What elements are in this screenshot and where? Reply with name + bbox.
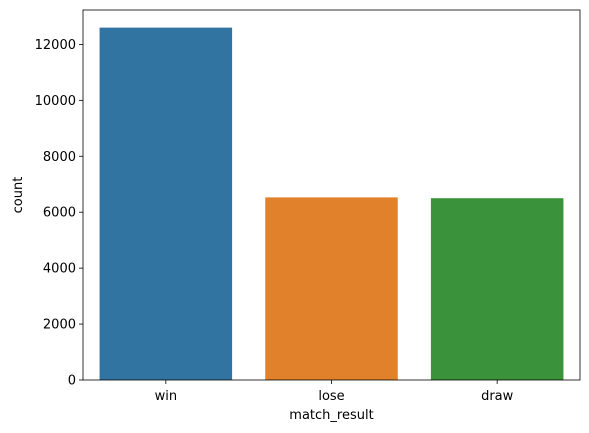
bar-lose	[265, 197, 398, 380]
x-tick-label: lose	[318, 389, 344, 404]
bar-win	[99, 27, 233, 380]
y-tick-label: 12000	[35, 38, 76, 53]
x-tick-label: draw	[481, 389, 514, 404]
x-axis-ticks: win lose draw	[155, 380, 514, 404]
x-tick-label: win	[155, 389, 177, 404]
y-tick-label: 10000	[35, 94, 76, 109]
bars-group	[99, 27, 564, 380]
y-tick-label: 2000	[43, 318, 76, 333]
bar-draw	[430, 198, 564, 380]
y-axis-label: count	[11, 177, 26, 214]
y-tick-label: 0	[68, 374, 76, 389]
plot-frame	[82, 9, 581, 381]
y-tick-label: 8000	[43, 150, 76, 165]
x-axis-label: match_result	[289, 408, 373, 423]
y-tick-label: 6000	[43, 206, 76, 221]
y-axis-ticks: 0 2000 4000 6000 8000 10000 12000	[35, 38, 83, 389]
y-tick-label: 4000	[43, 262, 76, 277]
